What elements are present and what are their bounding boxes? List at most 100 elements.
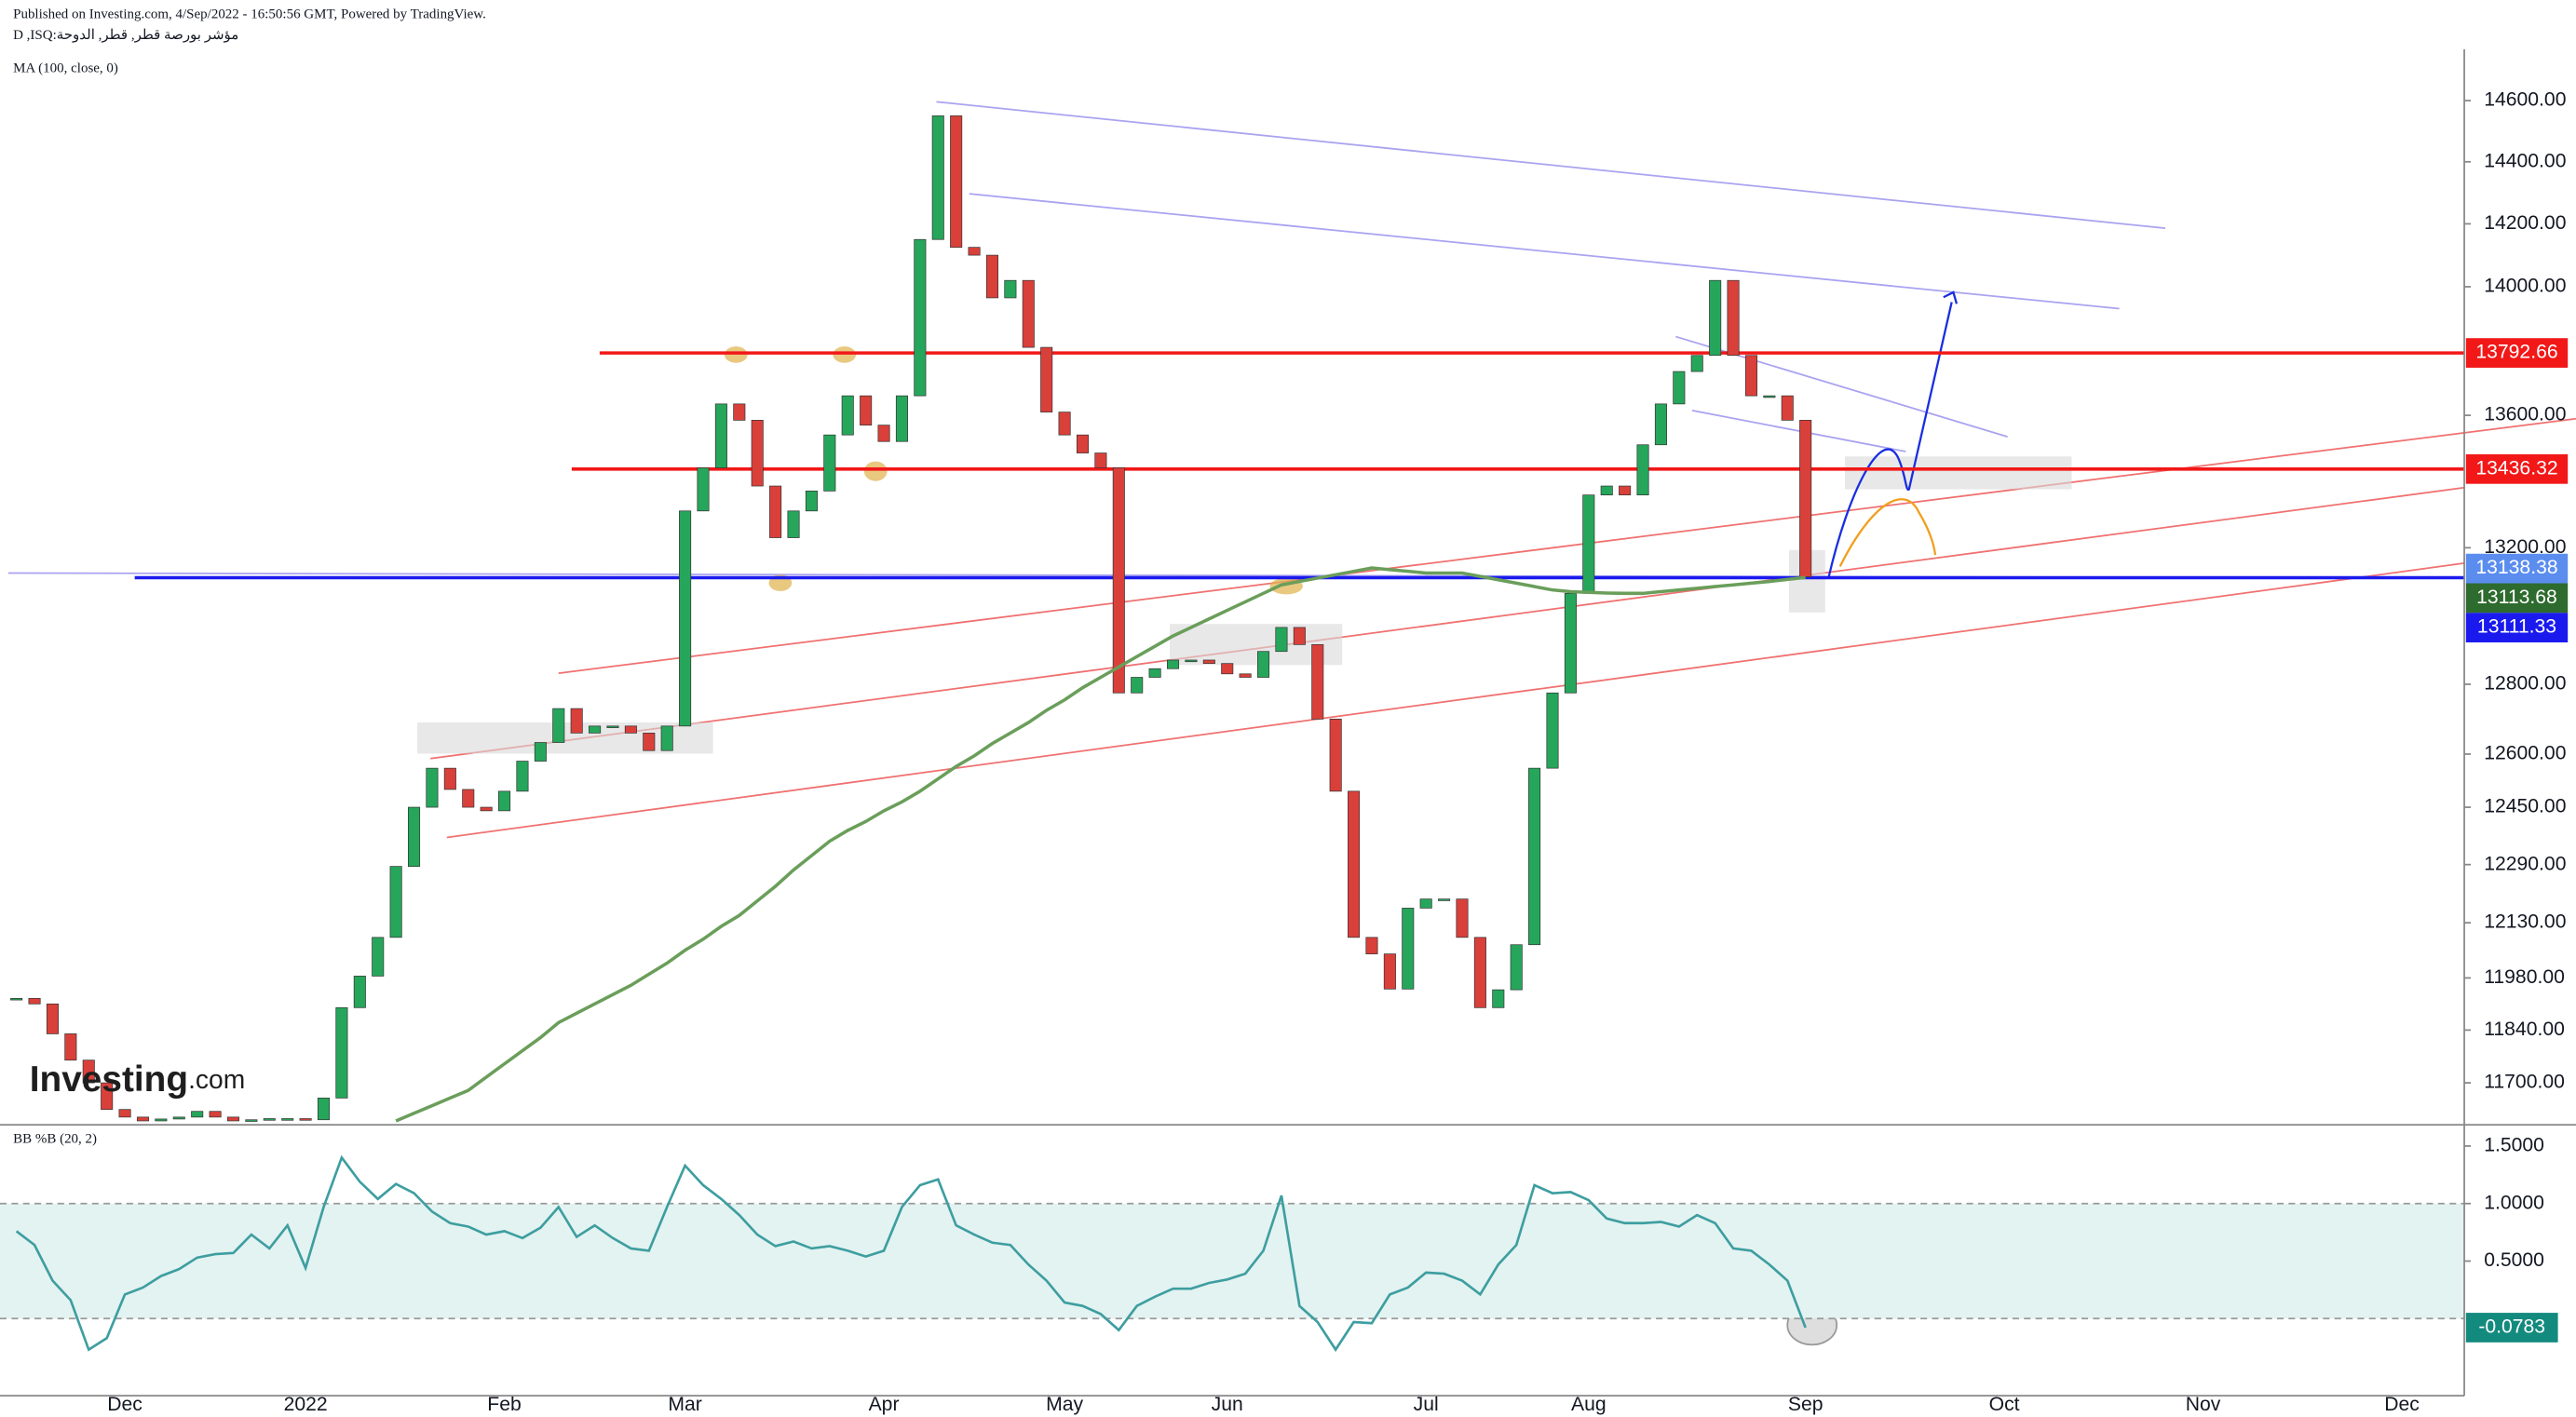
candle (1311, 643, 1324, 720)
candle (1383, 953, 1396, 990)
y-tick-label: 14000.00 (2484, 276, 2566, 297)
candle (1510, 944, 1523, 991)
x-tick-label: Apr (869, 1394, 900, 1415)
candle (1600, 485, 1613, 496)
x-tick-label: Oct (1989, 1394, 2020, 1415)
price-tag-label: 13138.38 (2475, 557, 2557, 578)
candle (389, 866, 402, 938)
candle (1076, 434, 1090, 453)
candle (1636, 444, 1649, 496)
price-tag-label: 13111.33 (2477, 616, 2556, 638)
candle (1148, 668, 1161, 678)
candle (245, 1119, 258, 1122)
candle (714, 403, 727, 468)
price-tag (2465, 583, 2569, 614)
candle (462, 789, 475, 808)
candle (155, 1118, 168, 1122)
candle (1673, 371, 1686, 405)
candle (1185, 659, 1198, 663)
candle (1456, 898, 1469, 938)
x-tick-label: Nov (2186, 1394, 2221, 1415)
candle (805, 491, 818, 512)
logo: Investing.com (30, 1059, 245, 1100)
y-tick-label: 12600.00 (2484, 743, 2566, 764)
candle (751, 420, 764, 487)
candle (1709, 279, 1722, 357)
candle (101, 1082, 114, 1111)
candle (1329, 718, 1342, 792)
x-tick-label: 2022 (284, 1394, 328, 1415)
candle (1112, 467, 1125, 694)
candle (1365, 937, 1378, 954)
arrow-head (1943, 290, 1959, 304)
price-tag (2465, 453, 2569, 484)
candle (443, 767, 456, 790)
candle (335, 1006, 348, 1099)
symbol-title: D ,ISQ:مؤشر بورصة قطر, قطر, الدوحة (13, 28, 238, 43)
candle (1402, 908, 1415, 990)
candle (841, 395, 854, 436)
candle (1473, 937, 1486, 1008)
trend-line (430, 486, 2465, 760)
candle (606, 725, 619, 728)
trend-line (1691, 410, 1906, 452)
candle (1094, 452, 1107, 468)
candle (552, 708, 565, 743)
y-tick-label: 12290.00 (2484, 853, 2566, 874)
indicator-title: MA (100, close, 0) (13, 61, 118, 76)
price-tag (2465, 613, 2569, 643)
candle (769, 485, 782, 538)
bb-tag-label: -0.0783 (2478, 1316, 2545, 1338)
candle (1727, 279, 1740, 357)
candle (480, 806, 493, 812)
candle (136, 1116, 149, 1122)
candle (877, 425, 890, 442)
candle (1022, 279, 1035, 348)
x-tick-label: Mar (668, 1394, 701, 1415)
candle (534, 742, 547, 762)
candle (787, 510, 800, 538)
price-tag-label: 13113.68 (2476, 587, 2557, 608)
candle (263, 1118, 276, 1121)
candle (660, 725, 673, 751)
y-tick-label: 13200.00 (2484, 536, 2566, 558)
y-tick-label: 11700.00 (2484, 1072, 2565, 1093)
x-tick-label: Jun (1212, 1394, 1243, 1415)
candle (950, 115, 963, 249)
candle (1619, 485, 1632, 496)
logo-suffix: .com (188, 1065, 245, 1095)
candle (697, 467, 710, 512)
candle (82, 1059, 95, 1084)
price-tag (2465, 338, 2569, 368)
candle (931, 115, 944, 240)
candle (1546, 692, 1559, 769)
price-tag (2465, 553, 2569, 584)
marker-ellipse (833, 346, 857, 363)
candle (733, 403, 746, 421)
zone-box (1845, 456, 2072, 490)
forecast-arrow (1827, 302, 1953, 579)
candle (1528, 767, 1541, 946)
trend-line (446, 562, 2465, 839)
candle (28, 997, 41, 1005)
candle (281, 1118, 294, 1121)
x-tick-label: Sep (1788, 1394, 1824, 1415)
candle (1763, 395, 1776, 398)
marker-ellipse (863, 461, 888, 481)
x-tick-label: Aug (1571, 1394, 1607, 1415)
candle (408, 806, 421, 867)
trend-line (936, 101, 2166, 230)
y-tick-label: 0.5000 (2484, 1249, 2544, 1271)
bb-line (15, 1154, 1807, 1353)
candle (353, 976, 366, 1008)
candle (589, 725, 602, 734)
drawings (7, 101, 2576, 1346)
candle (498, 790, 511, 812)
x-tick-label: Feb (487, 1394, 521, 1415)
candle (1781, 395, 1794, 421)
candle (426, 767, 439, 808)
price-tag-label: 13436.32 (2475, 457, 2557, 479)
candle (1275, 627, 1288, 653)
bb-band (0, 1203, 2465, 1319)
candle (1040, 346, 1053, 412)
